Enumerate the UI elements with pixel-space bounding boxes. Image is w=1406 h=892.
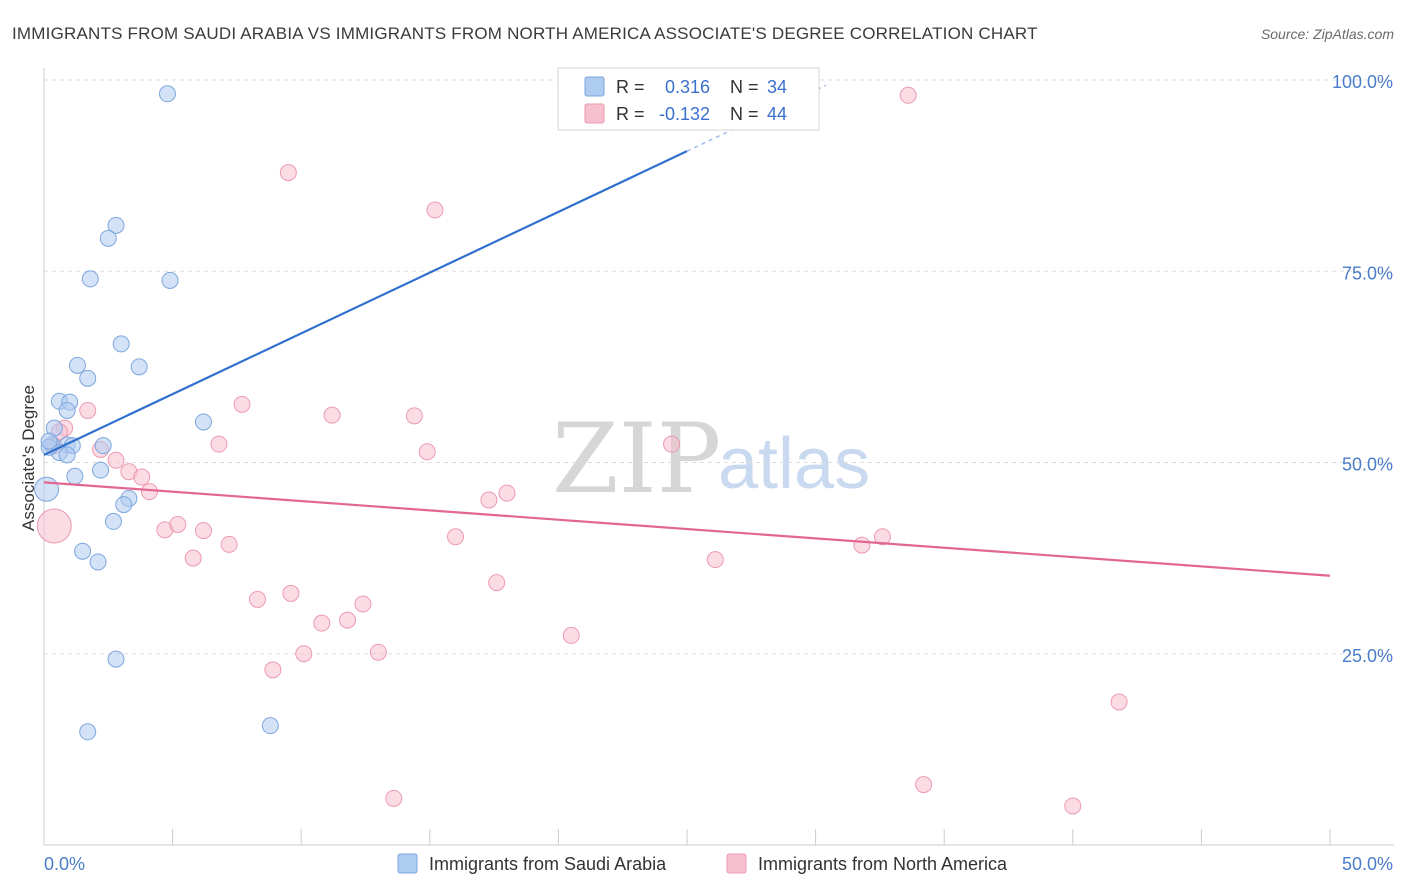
stats-r-label-2: R = [616,104,645,124]
y-tick-label-0: 25.0% [1342,646,1393,666]
point-north-america-1 [279,164,297,182]
point-saudi-arabia-9 [79,369,97,387]
point-saudi-arabia-26 [115,496,133,514]
point-north-america-37 [264,661,282,679]
x-tick-label-1: 50.0% [1342,854,1393,874]
point-saudi-arabia-4 [81,270,99,288]
point-north-america-4 [79,401,97,419]
point-north-america-25 [873,528,891,546]
y-axis-label: Associate's Degree [19,385,38,531]
point-saudi-arabia-8 [130,358,148,376]
axes [43,68,1394,846]
point-north-america-11 [418,443,436,461]
gridlines [44,79,1394,655]
point-north-america-36 [369,643,387,661]
point-saudi-arabia-20 [58,446,76,464]
point-saudi-arabia-33 [40,432,58,450]
x-ticks [43,829,1331,845]
point-north-america-34 [562,626,580,644]
stats-r-label-1: R = [616,77,645,97]
y-tick-labels: 25.0% 50.0% 75.0% 100.0% [1332,72,1393,666]
point-north-america-29 [282,584,300,602]
point-north-america-28 [488,574,506,592]
series-saudi-arabia-points [34,85,580,741]
y-tick-label-1: 50.0% [1342,455,1393,475]
point-saudi-arabia-7 [68,356,86,374]
stats-n-label-1: N = [730,77,759,97]
point-north-america-10 [210,435,228,453]
watermark-atlas: atlas [718,424,870,504]
stats-swatch-saudi-arabia [584,76,605,97]
point-saudi-arabia-5 [161,271,179,289]
point-north-america-13 [107,451,125,469]
point-saudi-arabia-30 [107,650,125,668]
stats-box: R = 0.316 N = 34 R = -0.132 N = 44 [557,67,820,131]
point-north-america-26 [184,549,202,567]
point-saudi-arabia-12 [58,401,76,419]
stats-n-value-2: 44 [767,104,787,124]
point-saudi-arabia-13 [194,413,212,431]
point-saudi-arabia-27 [104,512,122,530]
trendline-north-america [43,481,1331,577]
point-north-america-17 [498,484,516,502]
point-saudi-arabia-24 [34,476,60,502]
point-north-america-42 [36,508,72,544]
point-north-america-12 [663,435,681,453]
point-north-america-39 [915,776,933,794]
point-north-america-21 [194,522,212,540]
stats-r-value-1: 0.316 [665,77,710,97]
legend-swatch-saudi-arabia [397,853,418,874]
stats-n-label-2: N = [730,104,759,124]
point-north-america-24 [853,536,871,554]
point-saudi-arabia-3 [99,229,117,247]
chart-title: IMMIGRANTS FROM SAUDI ARABIA VS IMMIGRAN… [12,24,1038,43]
point-north-america-31 [354,595,372,613]
point-north-america-20 [169,515,187,533]
x-tick-label-0: 0.0% [44,854,85,874]
stats-swatch-north-america [584,103,605,124]
legend-label-saudi-arabia: Immigrants from Saudi Arabia [429,854,667,874]
point-north-america-22 [447,528,465,546]
legend-label-north-america: Immigrants from North America [758,854,1008,874]
point-saudi-arabia-31 [79,723,97,741]
point-north-america-33 [338,611,356,629]
point-saudi-arabia-28 [74,542,92,560]
point-saudi-arabia-22 [92,461,110,479]
point-north-america-35 [295,645,313,663]
point-saudi-arabia-29 [89,553,107,571]
source-text: Source: ZipAtlas.com [1261,26,1394,42]
point-north-america-38 [1110,693,1128,711]
point-north-america-32 [313,614,331,632]
point-saudi-arabia-0 [158,85,176,103]
point-north-america-30 [248,590,266,608]
y-tick-label-3: 100.0% [1332,72,1393,92]
trendline-saudi-arabia [43,150,688,456]
point-north-america-27 [706,551,724,569]
point-north-america-0 [899,86,917,104]
point-north-america-40 [385,789,403,807]
point-north-america-23 [220,535,238,553]
point-saudi-arabia-2 [107,216,125,234]
point-saudi-arabia-23 [66,467,84,485]
point-north-america-18 [480,491,498,509]
watermark-zip: ZIP [552,403,721,515]
y-tick-label-2: 75.0% [1342,263,1393,283]
point-north-america-5 [233,395,251,413]
point-north-america-6 [323,406,341,424]
legend-swatch-north-america [726,853,747,874]
stats-r-value-2: -0.132 [659,104,710,124]
stats-n-value-1: 34 [767,77,787,97]
point-saudi-arabia-6 [112,335,130,353]
series-north-america-points [36,86,1128,815]
point-saudi-arabia-32 [261,717,279,735]
point-north-america-16 [140,483,158,501]
legend: Immigrants from Saudi Arabia Immigrants … [397,853,1008,874]
point-north-america-41 [1064,797,1082,815]
x-tick-labels: 0.0% 50.0% [44,854,1393,874]
point-saudi-arabia-18 [94,437,112,455]
point-north-america-2 [426,201,444,219]
point-north-america-15 [133,468,151,486]
point-north-america-7 [405,407,423,425]
